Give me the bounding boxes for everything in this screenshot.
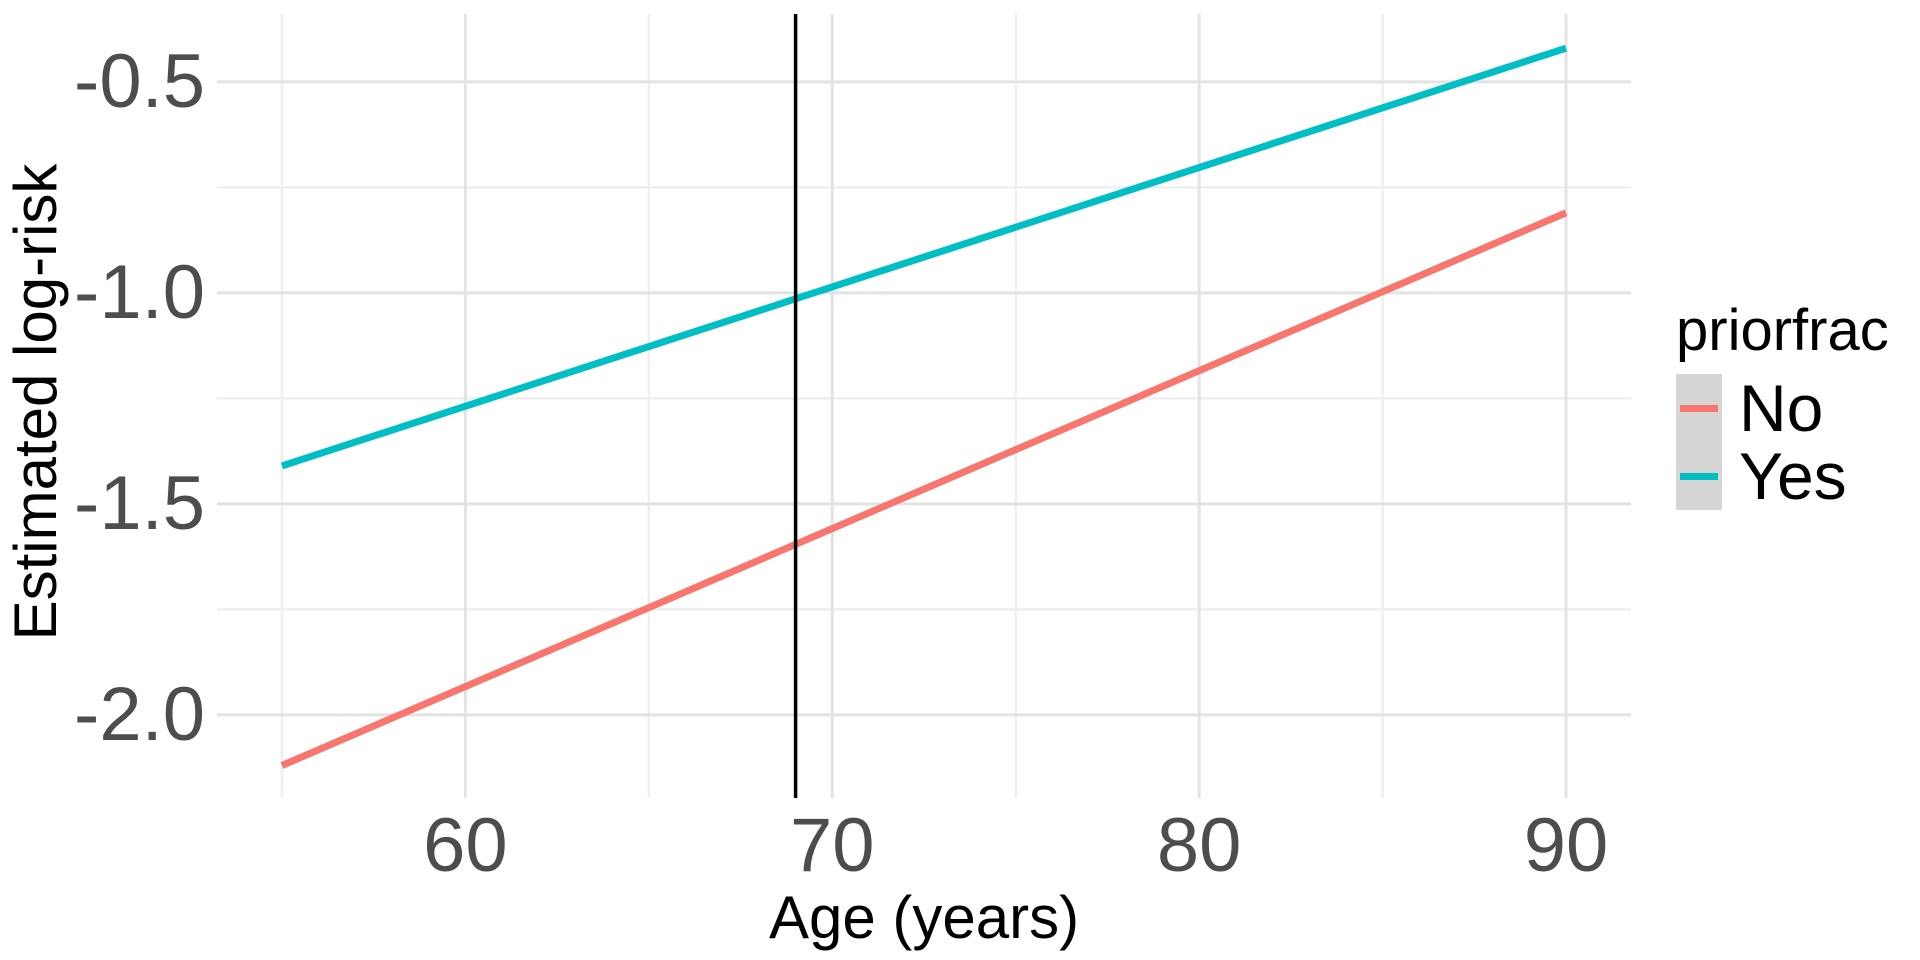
- legend-key-swatch: [1676, 442, 1722, 510]
- y-tick-label: -1.5: [74, 460, 205, 546]
- y-tick-label: -2.0: [74, 671, 205, 757]
- legend-item-label: Yes: [1739, 439, 1847, 513]
- x-tick-label: 80: [1156, 803, 1242, 888]
- legend-keys: No Yes: [1676, 374, 1889, 510]
- y-tick-label: -0.5: [74, 38, 205, 124]
- legend-title: priorfrac: [1676, 298, 1889, 363]
- series-line-yes: [280, 44, 1568, 470]
- legend-key-line-icon: [1680, 472, 1718, 480]
- legend: priorfrac No Yes: [1676, 300, 1889, 510]
- x-tick-label: 70: [789, 803, 875, 888]
- legend-item-yes: Yes: [1676, 442, 1889, 510]
- y-tick-label: -1.0: [74, 249, 205, 335]
- legend-item-label: No: [1739, 371, 1824, 445]
- x-tick-label: 90: [1523, 803, 1609, 888]
- x-tick-label: 60: [423, 803, 508, 888]
- legend-key-swatch: [1676, 374, 1722, 442]
- series-line-no: [280, 209, 1568, 769]
- legend-key-line-icon: [1680, 404, 1718, 412]
- legend-item-no: No: [1676, 374, 1889, 442]
- x-axis-title: Age (years): [768, 884, 1080, 951]
- y-axis-title: Estimated log-risk: [2, 163, 69, 641]
